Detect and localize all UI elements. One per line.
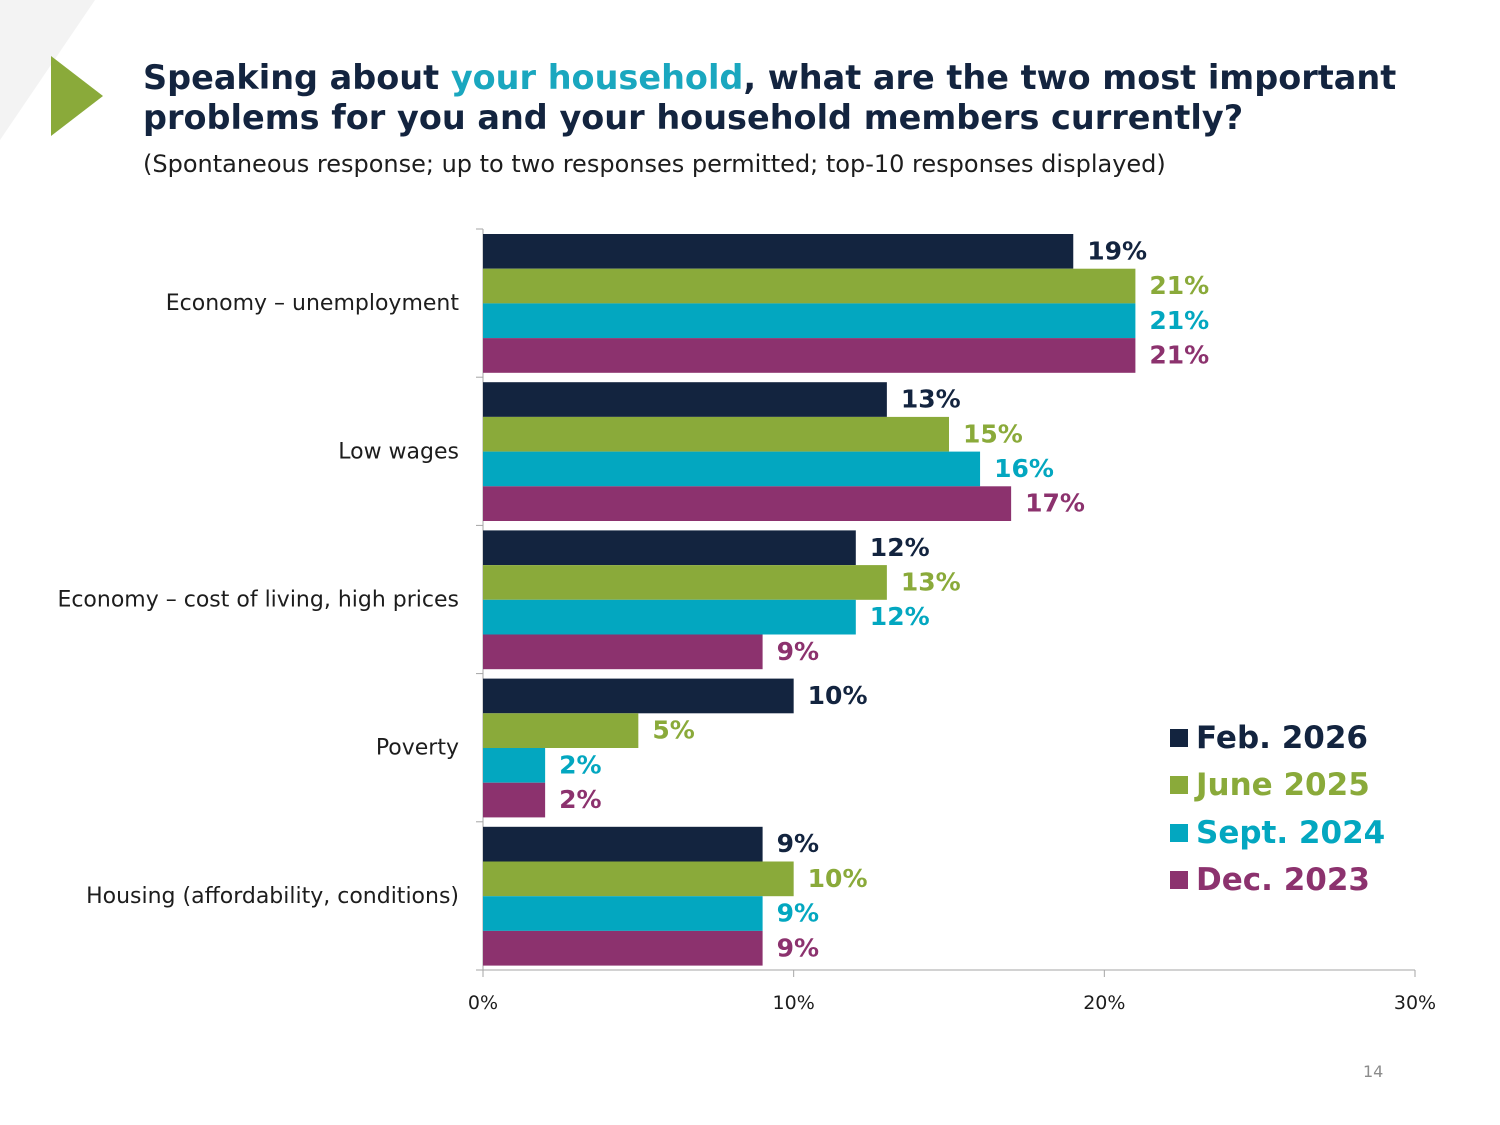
- slide-subtitle: (Spontaneous response; up to two respons…: [143, 150, 1166, 178]
- data-label: 2%: [559, 785, 601, 814]
- data-label: 12%: [870, 533, 930, 562]
- data-label: 13%: [901, 567, 961, 596]
- x-tick-label: 30%: [1394, 992, 1436, 1014]
- bar: [483, 382, 887, 417]
- legend-label-feb-2026: Feb. 2026: [1196, 719, 1368, 756]
- category-label: Housing (affordability, conditions): [86, 884, 459, 909]
- bar: [483, 782, 546, 818]
- title-arrow-icon: [51, 56, 103, 136]
- legend-swatch-feb-2026: [1170, 728, 1188, 747]
- category-label: Economy – unemployment: [166, 291, 460, 316]
- bar: [483, 486, 1012, 521]
- page-number: 14: [1363, 1062, 1384, 1081]
- title-highlight: your household: [450, 58, 744, 97]
- data-label: 21%: [1149, 306, 1209, 335]
- data-label: 10%: [808, 864, 868, 893]
- bar: [483, 530, 856, 566]
- slide-title: Speaking about your household, what are …: [143, 58, 1443, 138]
- bar: [483, 713, 639, 748]
- bar: [483, 268, 1136, 304]
- category-label: Low wages: [338, 439, 459, 464]
- legend-label-june-2025: June 2025: [1196, 767, 1370, 804]
- legend-item-sept-2024: Sept. 2024: [1170, 809, 1385, 857]
- bar: [483, 416, 949, 452]
- bar: [483, 634, 763, 670]
- data-label: 9%: [777, 829, 819, 858]
- bar: [483, 896, 763, 931]
- bar: [483, 303, 1136, 339]
- data-label: 17%: [1025, 489, 1085, 518]
- x-tick-label: 10%: [773, 992, 815, 1014]
- x-tick-label: 0%: [468, 992, 498, 1014]
- legend-item-june-2025: June 2025: [1170, 762, 1385, 810]
- legend-label-sept-2024: Sept. 2024: [1196, 814, 1386, 851]
- data-label: 13%: [901, 385, 961, 414]
- data-label: 15%: [963, 419, 1023, 448]
- chart-legend: Feb. 2026 June 2025 Sept. 2024 Dec. 2023: [1170, 714, 1385, 904]
- bar: [483, 234, 1074, 269]
- data-label: 10%: [808, 681, 868, 710]
- bar: [483, 861, 794, 897]
- bar: [483, 599, 856, 635]
- data-label: 9%: [777, 933, 819, 962]
- data-label: 9%: [777, 899, 819, 928]
- data-label: 21%: [1149, 340, 1209, 369]
- legend-item-dec-2023: Dec. 2023: [1170, 857, 1385, 905]
- data-label: 21%: [1149, 271, 1209, 300]
- data-label: 19%: [1087, 236, 1147, 265]
- legend-swatch-dec-2023: [1170, 871, 1188, 890]
- bar: [483, 338, 1136, 373]
- legend-swatch-june-2025: [1170, 776, 1188, 795]
- data-label: 2%: [559, 750, 601, 779]
- title-text-end: , what are the two most important proble…: [143, 58, 1397, 137]
- data-label: 5%: [652, 716, 694, 745]
- bar: [483, 678, 794, 714]
- legend-item-feb-2026: Feb. 2026: [1170, 714, 1385, 762]
- legend-swatch-sept-2024: [1170, 823, 1188, 842]
- data-label: 12%: [870, 602, 930, 631]
- x-tick-label: 20%: [1083, 992, 1125, 1014]
- bar: [483, 826, 763, 862]
- bar: [483, 748, 546, 783]
- data-label: 16%: [994, 454, 1054, 483]
- legend-label-dec-2023: Dec. 2023: [1196, 862, 1370, 899]
- title-text-start: Speaking about: [143, 58, 451, 97]
- bar: [483, 930, 763, 966]
- data-label: 9%: [777, 637, 819, 666]
- category-label: Economy – cost of living, high prices: [57, 588, 459, 613]
- bar: [483, 451, 981, 487]
- category-label: Poverty: [376, 736, 459, 761]
- bar: [483, 565, 887, 600]
